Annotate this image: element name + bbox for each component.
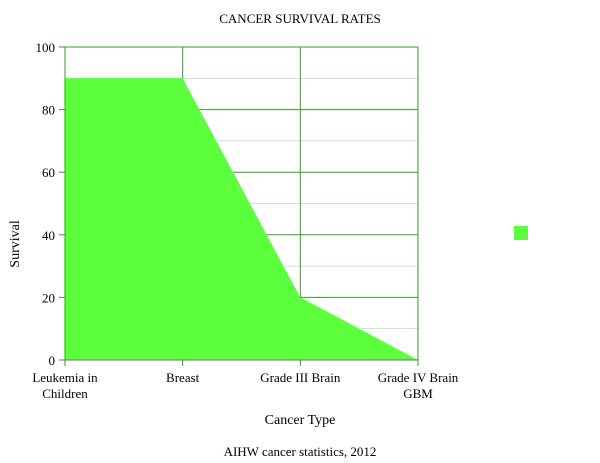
- y-tick-label: 80: [42, 103, 55, 118]
- y-tick-label: 100: [36, 40, 56, 55]
- y-tick-label: 0: [49, 353, 56, 368]
- chart-title: CANCER SURVIVAL RATES: [219, 11, 380, 26]
- y-tick-label: 20: [42, 290, 55, 305]
- y-axis: 0 20 40 60 80 100: [36, 40, 65, 368]
- x-tick-label: Leukemia in Children: [32, 370, 98, 401]
- legend-swatch: [514, 226, 528, 240]
- y-tick-label: 40: [42, 228, 55, 243]
- y-axis-label: Survival: [8, 220, 23, 268]
- chart-caption: AIHW cancer statistics, 2012: [224, 444, 377, 459]
- plot-frame: [64, 46, 419, 361]
- x-axis: Leukemia in Children Breast Grade III Brain…: [32, 360, 459, 401]
- x-tick-label: Grade III Brain: [260, 370, 341, 385]
- series-area: [64, 78, 419, 361]
- legend: [514, 226, 528, 240]
- x-tick-label: Breast: [166, 370, 200, 385]
- plot-border: [64, 46, 419, 361]
- x-tick-label: Grade IV Brain GBM: [378, 370, 459, 401]
- y-tick-label: 60: [42, 165, 55, 180]
- x-axis-label: Cancer Type: [265, 413, 336, 428]
- area-fill: [65, 78, 418, 361]
